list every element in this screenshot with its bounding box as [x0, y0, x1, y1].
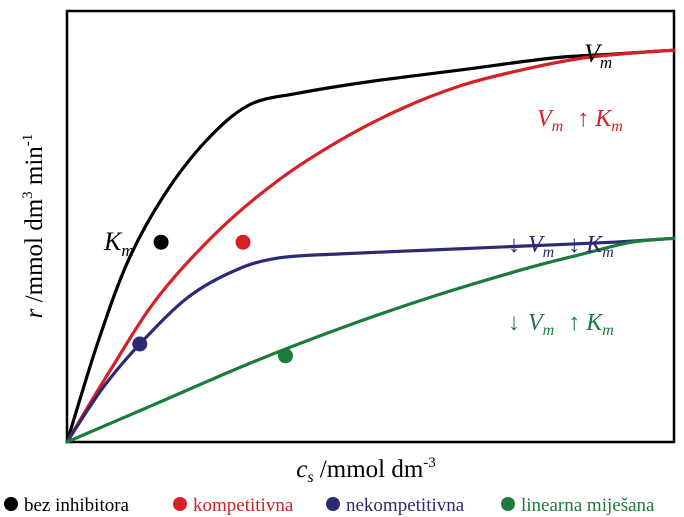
- annotation-vm-top: Vm: [584, 39, 612, 72]
- annotation-noncompetitive: ↓ Vm ↓ Km: [508, 232, 614, 261]
- km-point-bez-inhibitora: [153, 234, 169, 250]
- legend-dot-kompetitivna: [173, 497, 187, 511]
- legend-dot-linearna-mijesana: [501, 497, 515, 511]
- series-line-linearna-mijesana: [65, 236, 676, 444]
- plot-frame: [65, 9, 676, 444]
- annotation-competitive: Vm ↑ Km: [537, 106, 623, 135]
- km-point-nekompetitivna: [132, 336, 148, 352]
- annotation-km-black: Km: [103, 227, 134, 260]
- legend-label-bez-inhibitora: bez inhibitora: [24, 495, 130, 516]
- legend-dot-bez-inhibitora: [4, 497, 18, 511]
- x-axis-label: cs /mmol dm-3: [296, 455, 436, 486]
- y-axis-label: r /mmol dm3 min-1: [20, 134, 48, 319]
- km-point-linearna-mijesana: [278, 348, 293, 364]
- legend-label-linearna-mijesana: linearna miješana: [521, 495, 655, 516]
- series-layer: [65, 48, 676, 444]
- marker-layer: [132, 234, 293, 364]
- annotation-mixed: ↓ Vm ↑ Km: [508, 310, 614, 339]
- series-line-kompetitivna: [65, 48, 676, 444]
- legend-label-nekompetitivna: nekompetitivna: [346, 495, 465, 516]
- series-line-bez-inhibitora: [65, 48, 676, 444]
- legend-dot-nekompetitivna: [326, 497, 340, 511]
- legend-label-kompetitivna: kompetitivna: [193, 495, 294, 516]
- legend: bez inhibitora kompetitivna nekompetitiv…: [4, 495, 655, 516]
- series-line-nekompetitivna: [65, 236, 676, 444]
- km-point-kompetitivna: [235, 234, 251, 250]
